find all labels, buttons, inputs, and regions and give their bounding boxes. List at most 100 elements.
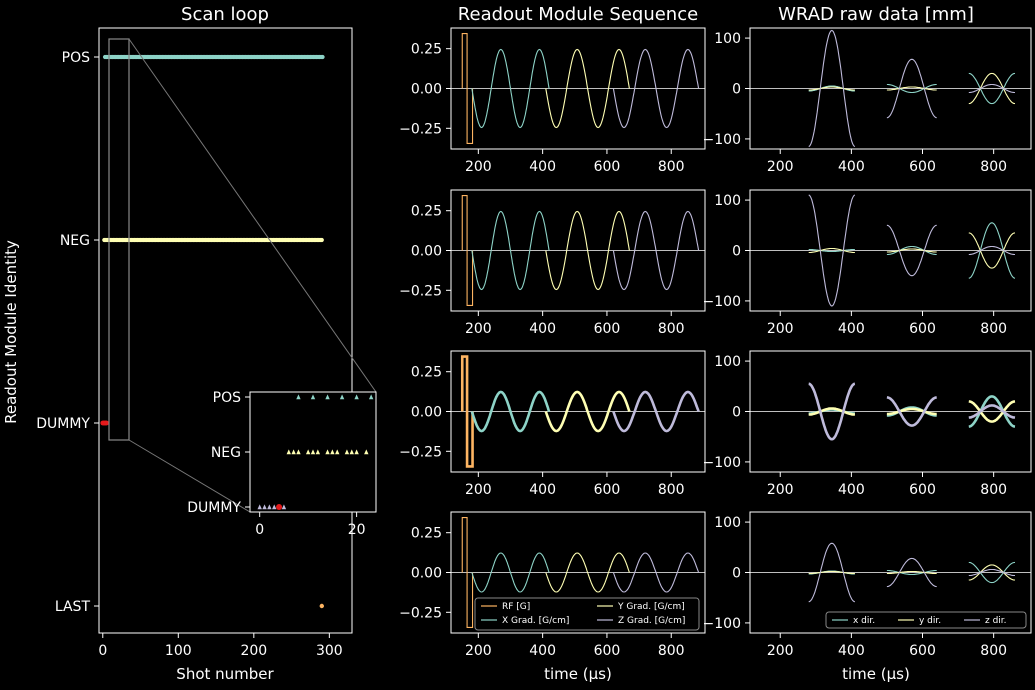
scan-loop-xlabel: Shot number — [176, 665, 274, 683]
scan-loop-ytick-label: DUMMY — [36, 416, 90, 432]
wrad-xtick-label: 400 — [838, 643, 865, 659]
wrad-legend-box — [825, 611, 1027, 629]
readout-legend-label: X Grad. [G/cm] — [502, 616, 569, 626]
readout-rf-pulse — [461, 517, 474, 628]
wrad-y-trace — [968, 400, 1016, 423]
wrad-ytick-label: 100 — [714, 515, 741, 531]
scan-loop-point-dummy — [104, 420, 109, 426]
readout-xtick-label: 200 — [465, 321, 492, 337]
wrad-z-trace — [808, 382, 856, 441]
readout-xtick-label: 600 — [594, 643, 621, 659]
scan-loop-ytick-label: NEG — [60, 233, 90, 249]
readout-y-gradient — [544, 390, 631, 433]
wrad-panel-2: 100 0 −100 200 400 600 800 — [703, 189, 1032, 337]
readout-xtick-label: 800 — [658, 482, 685, 498]
scan-loop-xtick-label: 300 — [316, 643, 343, 659]
wrad-xtick-label: 400 — [838, 482, 865, 498]
inset-point-dummy — [272, 504, 277, 510]
inset-ytick-label: DUMMY — [187, 500, 241, 516]
scan-loop-zoom-box — [108, 38, 130, 441]
wrad-xtick-label: 600 — [909, 643, 936, 659]
readout-y-gradient — [545, 552, 630, 593]
readout-xtick-label: 800 — [658, 321, 685, 337]
readout-ytick-label: 0.25 — [411, 365, 442, 381]
scan-loop-ytick-label: LAST — [55, 599, 91, 615]
readout-x-gradient — [470, 390, 551, 433]
readout-xtick-label: 200 — [465, 643, 492, 659]
wrad-y-trace — [808, 86, 855, 91]
inset-point-pos — [368, 394, 374, 400]
wrad-z-trace — [808, 29, 856, 148]
readout-x-gradient — [471, 552, 550, 593]
inset-point-neg — [291, 449, 296, 455]
inset-point-pos — [354, 394, 359, 400]
scan-loop-xtick-label: 0 — [98, 643, 107, 659]
wrad-xtick-label: 200 — [767, 321, 794, 337]
readout-ytick-label: 0.25 — [411, 42, 442, 58]
inset-point-dummy-red — [276, 504, 283, 510]
wrad-xtick-label: 800 — [980, 321, 1007, 337]
scan-loop-point-neg — [319, 237, 324, 243]
readout-rf-pulse — [461, 195, 474, 306]
readout-x-gradient — [471, 48, 550, 129]
wrad-y-trace — [968, 232, 1016, 269]
wrad-ytick-label: −100 — [703, 132, 741, 148]
wrad-z-trace — [808, 194, 856, 307]
inset-point-dummy — [257, 504, 262, 510]
wrad-xtick-label: 600 — [909, 321, 936, 337]
readout-legend-label: Z Grad. [G/cm] — [618, 616, 685, 626]
readout-panel-1: 0.25 0.00 −0.25 200 400 600 800 — [399, 27, 706, 175]
wrad-x-trace — [886, 569, 937, 576]
wrad-legend: x dir. y dir. z dir. — [825, 611, 1027, 629]
inset-point-neg — [315, 449, 321, 455]
scan-loop-zoom-connector — [128, 439, 251, 513]
wrad-ytick-label: −100 — [703, 616, 741, 632]
wrad-xtick-label: 200 — [767, 643, 794, 659]
readout-panel-4: 0.25 0.00 −0.25 200 400 600 800 — [399, 511, 706, 659]
wrad-raw-charts: WRAD raw data [mm] time (μs) 100 0 −100 200… — [703, 4, 1032, 683]
wrad-z-trace — [886, 557, 937, 588]
readout-panel-2: 0.25 0.00 −0.25 200 400 600 800 — [399, 189, 706, 337]
wrad-y-trace — [808, 570, 855, 575]
readout-x-gradient — [471, 210, 550, 291]
readout-z-gradient — [612, 210, 700, 291]
readout-sequence-xlabel: time (μs) — [544, 665, 612, 683]
wrad-y-trace — [808, 247, 855, 254]
inset-point-neg — [335, 449, 340, 455]
readout-legend: RF [G] Y Grad. [G/cm] X Grad. [G/cm] Z Grad… — [474, 597, 700, 631]
readout-z-gradient — [612, 552, 700, 593]
readout-ytick-label: 0.00 — [411, 244, 442, 260]
wrad-z-trace — [886, 58, 937, 119]
scan-loop-ylabel: Readout Module Identity — [2, 240, 20, 424]
wrad-z-trace — [808, 542, 855, 603]
wrad-ytick-label: 100 — [714, 193, 741, 209]
wrad-ytick-label: −100 — [703, 294, 741, 310]
readout-xtick-label: 600 — [594, 159, 621, 175]
wrad-ytick-label: 100 — [714, 354, 741, 370]
wrad-z-trace — [968, 245, 1015, 256]
inset-point-pos — [310, 394, 316, 400]
wrad-xtick-label: 200 — [767, 482, 794, 498]
readout-xtick-label: 800 — [658, 159, 685, 175]
readout-ytick-label: 0.25 — [411, 526, 442, 542]
wrad-x-trace — [808, 248, 855, 253]
wrad-y-trace — [968, 72, 1016, 105]
wrad-xtick-label: 800 — [980, 159, 1007, 175]
readout-xtick-label: 400 — [529, 159, 556, 175]
wrad-z-trace — [968, 404, 1016, 419]
scan-loop-point-pos — [320, 54, 325, 60]
wrad-xtick-label: 200 — [767, 159, 794, 175]
wrad-ytick-label: 0 — [732, 405, 741, 421]
readout-z-gradient — [612, 48, 700, 129]
wrad-ytick-label: −100 — [703, 455, 741, 471]
wrad-title: WRAD raw data [mm] — [778, 4, 974, 25]
inset-point-dummy — [281, 504, 287, 510]
readout-ytick-label: 0.25 — [411, 204, 442, 220]
inset-point-neg — [296, 449, 301, 455]
inset-point-dummy — [267, 504, 272, 510]
wrad-ytick-label: 0 — [732, 244, 741, 260]
wrad-panel-4: 100 0 −100 200 400 600 800 — [703, 511, 1032, 659]
scan-loop-title: Scan loop — [181, 4, 269, 25]
wrad-xtick-label: 400 — [838, 159, 865, 175]
scan-loop-chart: Scan loop Shot number Readout Module Ide… — [2, 4, 377, 683]
